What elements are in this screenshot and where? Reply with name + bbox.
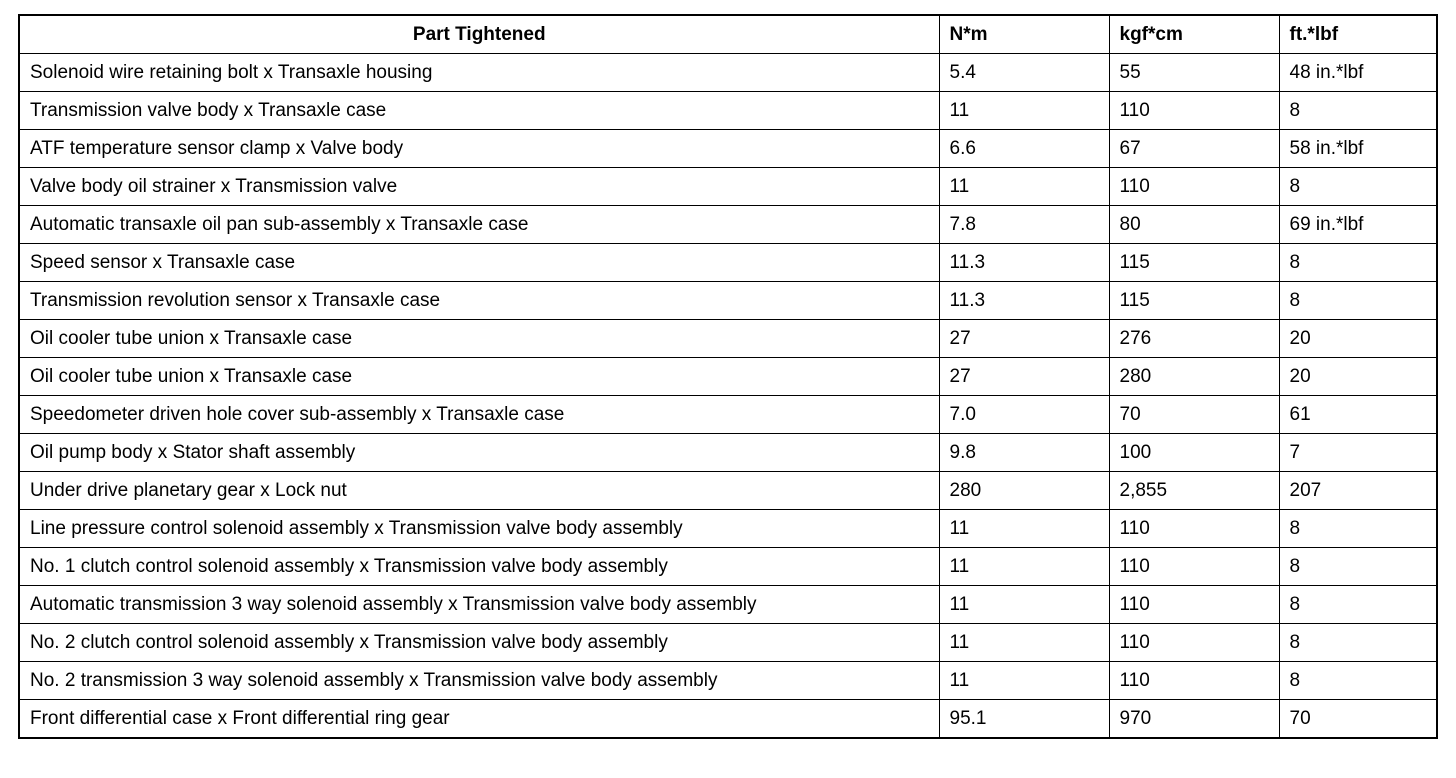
table-cell: Automatic transaxle oil pan sub-assembly… [18, 205, 940, 244]
table-cell: 11 [938, 91, 1110, 130]
table-row: Automatic transmission 3 way solenoid as… [18, 585, 1438, 624]
table-cell: Speedometer driven hole cover sub-assemb… [18, 395, 940, 434]
table-row: Line pressure control solenoid assembly … [18, 509, 1438, 548]
table-cell: 207 [1278, 471, 1438, 510]
table-cell: Oil cooler tube union x Transaxle case [18, 319, 940, 358]
table-cell: 8 [1278, 585, 1438, 624]
table-row: Transmission valve body x Transaxle case… [18, 91, 1438, 130]
table-cell: 8 [1278, 661, 1438, 700]
table-cell: ATF temperature sensor clamp x Valve bod… [18, 129, 940, 168]
table-cell: 280 [938, 471, 1110, 510]
table-row: No. 2 transmission 3 way solenoid assemb… [18, 661, 1438, 700]
table-cell: 27 [938, 357, 1110, 396]
table-cell: 110 [1108, 167, 1280, 206]
table-cell: 8 [1278, 281, 1438, 320]
table-cell: 11 [938, 509, 1110, 548]
table-cell: 55 [1108, 53, 1280, 92]
table-cell: Transmission valve body x Transaxle case [18, 91, 940, 130]
table-cell: 8 [1278, 509, 1438, 548]
table-cell: 48 in.*lbf [1278, 53, 1438, 92]
table-row: Under drive planetary gear x Lock nut 280… [18, 471, 1438, 510]
table-cell: 970 [1108, 699, 1280, 739]
table-cell: No. 2 clutch control solenoid assembly x… [18, 623, 940, 662]
table-cell: 11 [938, 547, 1110, 586]
table-cell: 6.6 [938, 129, 1110, 168]
table-cell: Line pressure control solenoid assembly … [18, 509, 940, 548]
table-cell: 110 [1108, 91, 1280, 130]
table-cell: 8 [1278, 547, 1438, 586]
table-row: Transmission revolution sensor x Transax… [18, 281, 1438, 320]
table-cell: 8 [1278, 167, 1438, 206]
table-cell: 110 [1108, 547, 1280, 586]
table-cell: 67 [1108, 129, 1280, 168]
table-cell: 27 [938, 319, 1110, 358]
header-cell: Part Tightened [18, 14, 940, 54]
table-cell: 7.0 [938, 395, 1110, 434]
table-cell: 70 [1108, 395, 1280, 434]
table-cell: Automatic transmission 3 way solenoid as… [18, 585, 940, 624]
table-cell: 8 [1278, 623, 1438, 662]
header-row: Part Tightened N*m kgf*cm ft.*lbf [18, 14, 1438, 54]
table-row: Oil cooler tube union x Transaxle case 27… [18, 319, 1438, 358]
table-cell: 280 [1108, 357, 1280, 396]
table-cell: Under drive planetary gear x Lock nut [18, 471, 940, 510]
table-row: Automatic transaxle oil pan sub-assembly… [18, 205, 1438, 244]
header-cell: kgf*cm [1108, 14, 1280, 54]
table-cell: 9.8 [938, 433, 1110, 472]
table-row: Oil cooler tube union x Transaxle case 27… [18, 357, 1438, 396]
table-cell: 110 [1108, 585, 1280, 624]
table-cell: 58 in.*lbf [1278, 129, 1438, 168]
table-cell: 20 [1278, 357, 1438, 396]
table-cell: 11 [938, 623, 1110, 662]
table-cell: Front differential case x Front differen… [18, 699, 940, 739]
table-cell: Valve body oil strainer x Transmission v… [18, 167, 940, 206]
table-row: Valve body oil strainer x Transmission v… [18, 167, 1438, 206]
table-cell: 70 [1278, 699, 1438, 739]
table-cell: 7.8 [938, 205, 1110, 244]
table-cell: 11.3 [938, 281, 1110, 320]
table-cell: No. 2 transmission 3 way solenoid assemb… [18, 661, 940, 700]
table-cell: 20 [1278, 319, 1438, 358]
table-cell: Oil pump body x Stator shaft assembly [18, 433, 940, 472]
header-cell: N*m [938, 14, 1110, 54]
table-cell: Speed sensor x Transaxle case [18, 243, 940, 282]
table-cell: 11 [938, 167, 1110, 206]
table-cell: 276 [1108, 319, 1280, 358]
table-row: ATF temperature sensor clamp x Valve bod… [18, 129, 1438, 168]
table-cell: 115 [1108, 281, 1280, 320]
table-cell: 69 in.*lbf [1278, 205, 1438, 244]
table-cell: No. 1 clutch control solenoid assembly x… [18, 547, 940, 586]
table-cell: 61 [1278, 395, 1438, 434]
table-row: Oil pump body x Stator shaft assembly 9.8… [18, 433, 1438, 472]
table-cell: 2,855 [1108, 471, 1280, 510]
table-cell: 5.4 [938, 53, 1110, 92]
table-cell: Solenoid wire retaining bolt x Transaxle… [18, 53, 940, 92]
table-cell: Oil cooler tube union x Transaxle case [18, 357, 940, 396]
table-cell: 110 [1108, 623, 1280, 662]
table-cell: 115 [1108, 243, 1280, 282]
table-cell: Transmission revolution sensor x Transax… [18, 281, 940, 320]
table-cell: 11 [938, 585, 1110, 624]
table-cell: 7 [1278, 433, 1438, 472]
table-row: Front differential case x Front differen… [18, 699, 1438, 739]
table-row: Speedometer driven hole cover sub-assemb… [18, 395, 1438, 434]
header-cell: ft.*lbf [1278, 14, 1438, 54]
table-row: Speed sensor x Transaxle case 11.3 115 8 [18, 243, 1438, 282]
table-cell: 95.1 [938, 699, 1110, 739]
table-cell: 80 [1108, 205, 1280, 244]
table-cell: 11.3 [938, 243, 1110, 282]
table-row: No. 2 clutch control solenoid assembly x… [18, 623, 1438, 662]
torque-table: Part Tightened N*m kgf*cm ft.*lbf Solenoid … [18, 14, 1438, 739]
table-cell: 100 [1108, 433, 1280, 472]
table-cell: 8 [1278, 91, 1438, 130]
table-cell: 110 [1108, 509, 1280, 548]
table-row: Solenoid wire retaining bolt x Transaxle… [18, 53, 1438, 92]
table-cell: 11 [938, 661, 1110, 700]
table-cell: 8 [1278, 243, 1438, 282]
table-cell: 110 [1108, 661, 1280, 700]
table-row: No. 1 clutch control solenoid assembly x… [18, 547, 1438, 586]
